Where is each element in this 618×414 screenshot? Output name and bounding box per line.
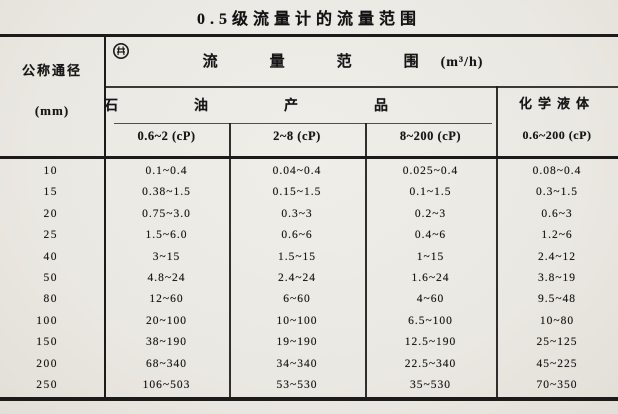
value-cell: 20~100 [146,314,187,327]
value-cell: 35~530 [410,379,451,392]
table-row: 40 3~15 1.5~15 1~15 2.4~12 [0,251,618,263]
value-cell: 0.1~0.4 [145,164,188,177]
diameter-cell: 200 [36,357,58,370]
table-row: 80 12~60 6~60 4~60 9.5~48 [0,293,618,305]
value-cell: 1.5~6.0 [145,229,188,242]
viscosity-header-2: 2~8 (cP) [273,129,321,143]
table-row: 100 20~100 10~100 6.5~100 10~80 [0,315,618,327]
value-cell: 68~340 [146,357,187,370]
value-cell: 0.6~3 [541,207,573,220]
table-row: 10 0.1~0.4 0.04~0.4 0.025~0.4 0.08~0.4 [0,165,618,177]
value-cell: 0.2~3 [414,207,447,220]
column-divider-chemical [496,86,498,397]
value-cell: 0.4~6 [414,229,447,242]
header-divider-flow [104,86,618,88]
value-cell: 1.2~6 [541,229,573,242]
diameter-cell: 250 [36,379,58,392]
table-row: 200 68~340 34~340 22.5~340 45~225 [0,358,618,370]
flow-range-label: 流量范围 [202,54,471,70]
table-body: 10 0.1~0.4 0.04~0.4 0.025~0.4 0.08~0.4 1… [0,160,618,396]
value-cell: 19~190 [276,336,318,349]
viscosity-header-3: 8~200 (cP) [399,129,462,143]
value-cell: 0.1~1.5 [409,186,452,199]
diameter-column-header: 公称通径 [21,63,82,78]
value-cell: 0.15~1.5 [272,186,322,199]
table-row: 250 106~503 53~530 35~530 70~350 [0,379,618,391]
table-border-top [0,34,618,37]
value-cell: 10~80 [539,314,575,327]
diameter-cell: 15 [43,186,58,199]
value-cell: 2.4~24 [277,271,317,284]
value-cell: 9.5~48 [537,293,577,306]
table-border-bottom [0,397,618,401]
value-cell: 22.5~340 [404,357,457,370]
diameter-cell: 40 [43,250,58,263]
value-cell: 1~15 [416,250,445,263]
value-cell: 6~60 [283,293,311,306]
value-cell: 0.08~0.4 [532,164,582,177]
diameter-cell: 10 [43,164,58,177]
diameter-cell: 100 [36,314,58,327]
column-divider-1 [229,123,231,397]
chemical-group-header: 化学液体 [518,96,595,111]
table-row: 25 1.5~6.0 0.6~6 0.4~6 1.2~6 [0,229,618,241]
value-cell: 1.6~24 [411,271,450,284]
table-row: 150 38~190 19~190 12.5~190 25~125 [0,336,618,348]
page-title: 0.5级流量计的流量范围 [196,11,421,28]
chemical-viscosity-range: 0.6~200 (cP) [522,128,592,142]
value-cell: 12.5~190 [404,336,457,349]
value-cell: 45~225 [536,357,578,370]
table-row: 20 0.75~3.0 0.3~3 0.2~3 0.6~3 [0,208,618,220]
diameter-cell: 25 [43,229,58,242]
value-cell: 0.04~0.4 [272,164,322,177]
column-divider-2 [365,123,367,397]
value-cell: 0.3~1.5 [536,186,578,199]
flow-range-header: 流量范围 (m³/h) [86,50,600,71]
value-cell: 25~125 [536,336,578,349]
value-cell: 12~60 [149,293,184,306]
value-cell: 38~190 [146,336,187,349]
petroleum-group-header: 石油产品 [104,99,464,114]
value-cell: 2.4~12 [537,250,577,263]
value-cell: 0.025~0.4 [402,164,459,177]
value-cell: 4.8~24 [147,271,186,284]
value-cell: 6.5~100 [408,314,453,327]
header-body-separator [0,156,618,159]
value-cell: 34~340 [276,357,318,370]
value-cell: 0.6~6 [281,229,313,242]
viscosity-header-1: 0.6~2 (cP) [137,129,196,143]
value-cell: 0.75~3.0 [142,207,191,220]
value-cell: 106~503 [142,379,191,392]
value-cell: 3~15 [152,250,181,263]
table-row: 50 4.8~24 2.4~24 1.6~24 3.8~19 [0,272,618,284]
diameter-cell: 150 [36,336,58,349]
value-cell: 10~100 [276,314,318,327]
value-cell: 70~350 [536,379,578,392]
value-cell: 4~60 [416,293,445,306]
column-divider-diameter [104,34,106,397]
header-divider-petroleum [114,123,492,124]
value-cell: 3.8~19 [537,271,577,284]
value-cell: 53~530 [276,379,318,392]
diameter-cell: 20 [43,207,58,220]
diameter-column-unit: (mm) [34,103,70,118]
diameter-cell: 80 [43,293,58,306]
value-cell: 1.5~15 [277,250,317,263]
stamp-mark-icon [113,43,129,59]
value-cell: 0.3~3 [281,207,313,220]
table-row: 15 0.38~1.5 0.15~1.5 0.1~1.5 0.3~1.5 [0,186,618,198]
value-cell: 0.38~1.5 [142,186,191,199]
diameter-cell: 50 [43,271,58,284]
flow-range-unit: (m³/h) [440,55,484,70]
